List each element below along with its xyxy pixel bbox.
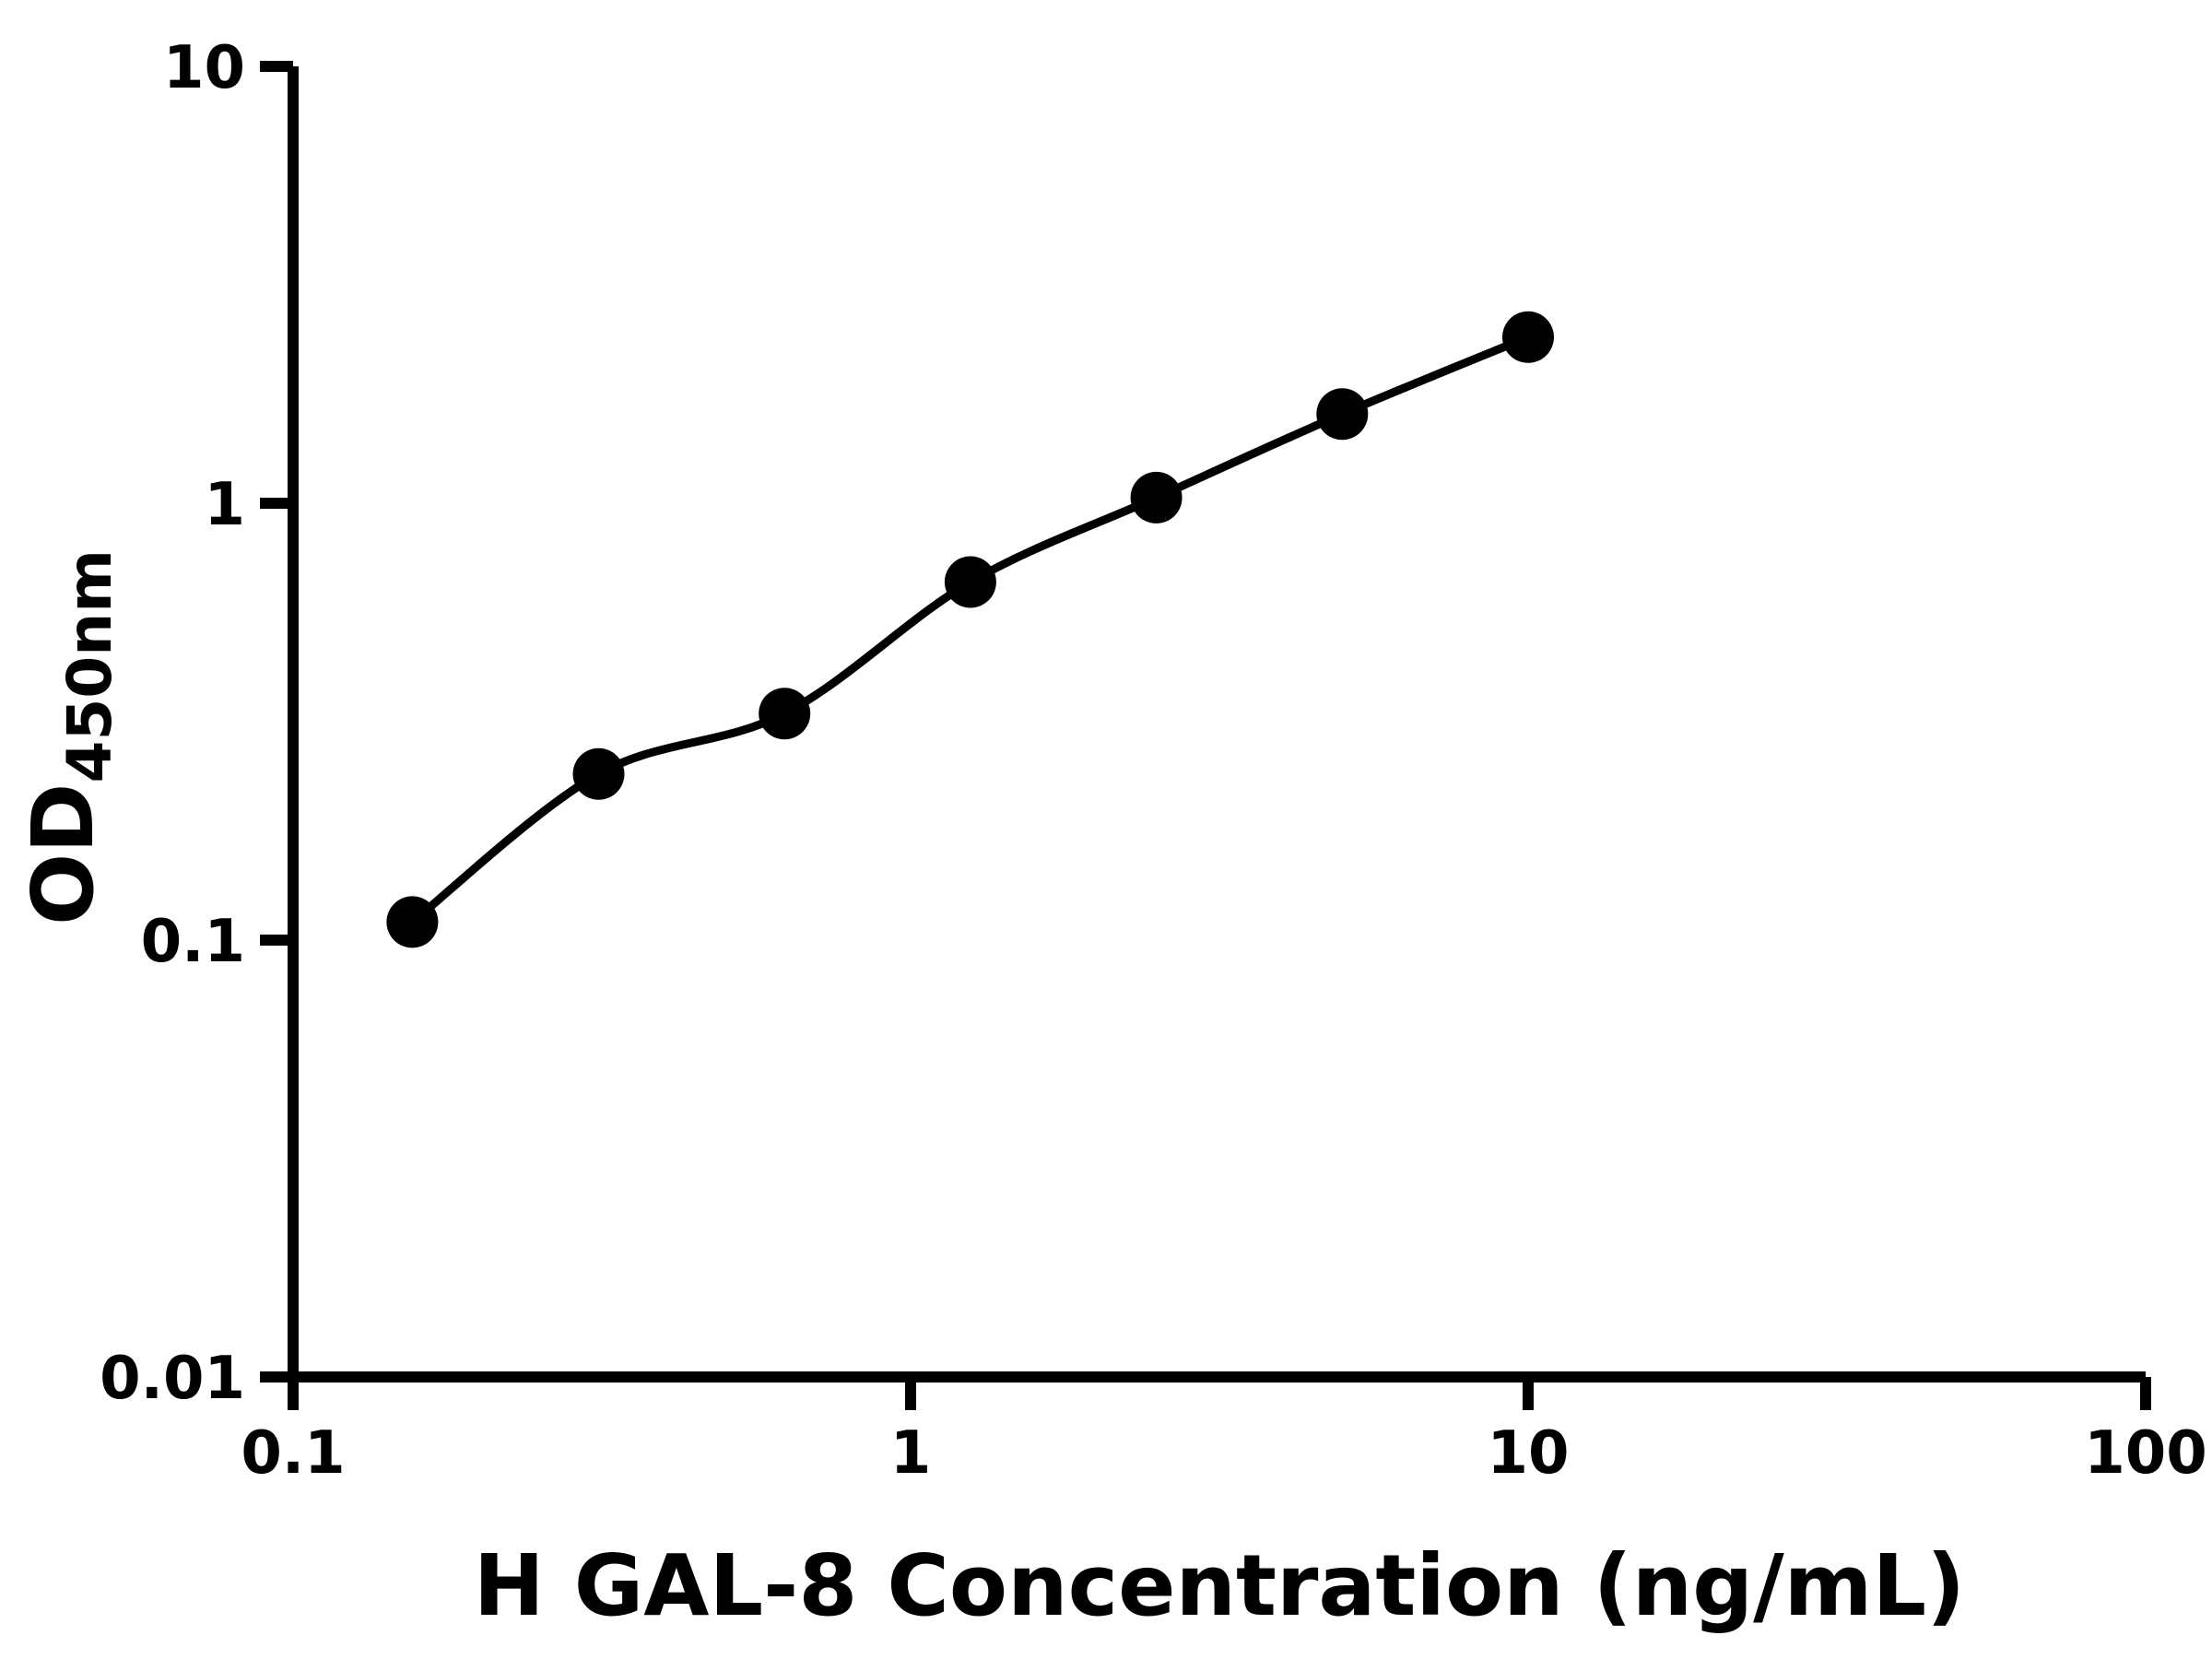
data-point	[1130, 471, 1182, 524]
y-axis-tick-label: 10	[163, 34, 245, 102]
data-point	[1316, 388, 1369, 441]
data-point	[759, 688, 811, 740]
x-axis-tick-label: 100	[2084, 1419, 2207, 1488]
y-axis-title-main: OD	[14, 782, 112, 925]
x-axis-tick-label: 1	[890, 1419, 932, 1488]
y-axis-tick-label: 1	[204, 471, 245, 539]
x-axis-tick-label: 0.1	[241, 1419, 345, 1488]
y-axis-title: OD450nm	[14, 549, 125, 925]
y-axis-tick-label: 0.01	[100, 1345, 245, 1413]
x-axis-title: H GAL-8 Concentration (ng/mL)	[474, 1536, 1965, 1635]
axis-spines	[288, 66, 2146, 1382]
data-point	[944, 556, 996, 608]
y-axis-title-sub: 450nm	[54, 549, 125, 783]
data-point	[572, 747, 625, 800]
y-axis-tick-label: 0.1	[141, 908, 245, 976]
x-axis-tick-label: 10	[1487, 1419, 1569, 1488]
data-point	[1502, 311, 1554, 363]
data-point	[386, 896, 439, 948]
